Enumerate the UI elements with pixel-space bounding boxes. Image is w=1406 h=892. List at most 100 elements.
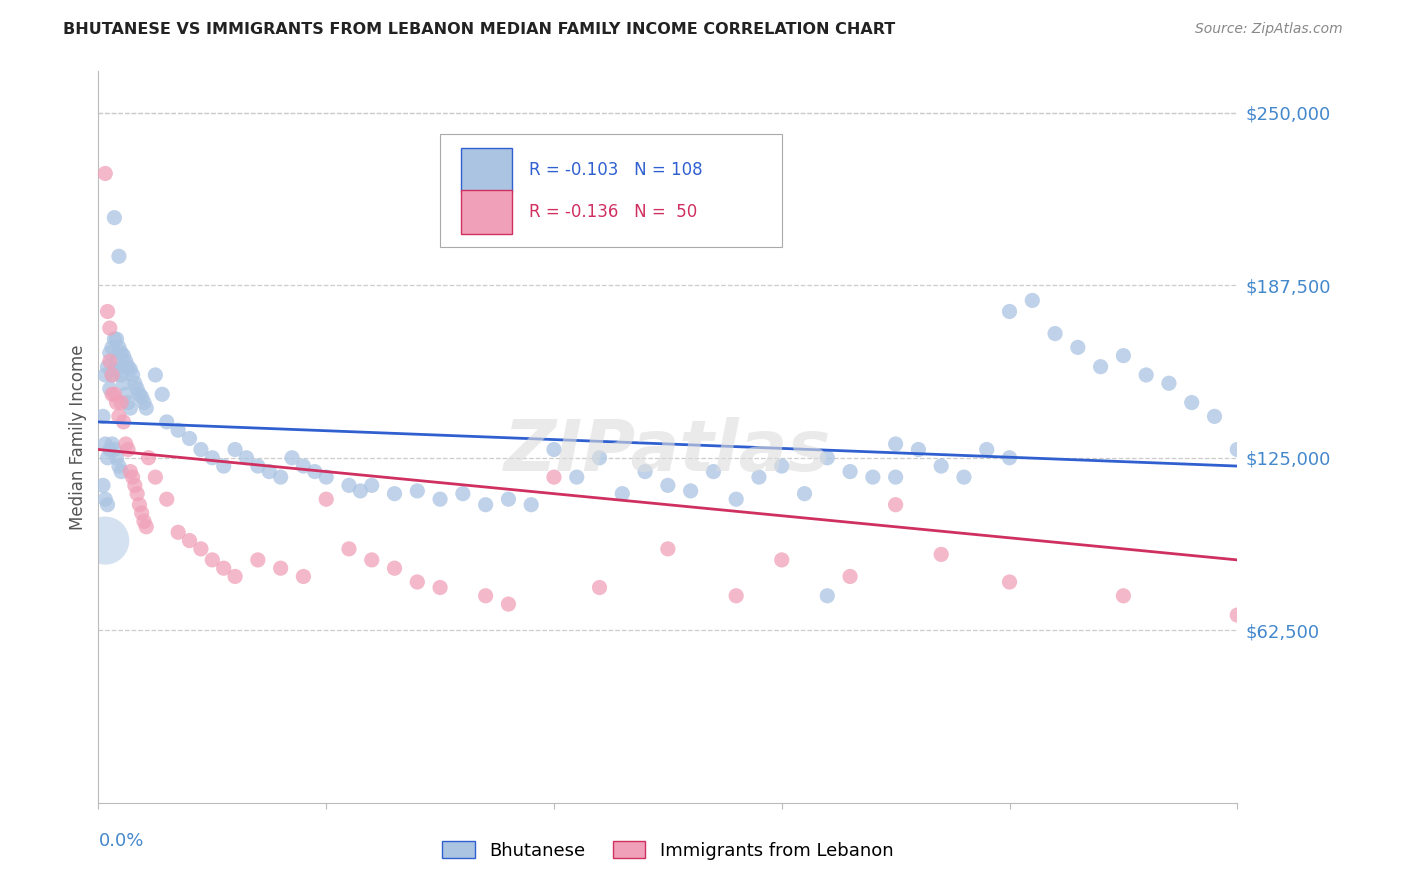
Point — [94, 533, 117, 548]
Point — [953, 470, 976, 484]
Point — [349, 483, 371, 498]
Point — [337, 541, 360, 556]
Point — [98, 346, 121, 360]
Point — [112, 349, 135, 363]
Point — [1135, 368, 1157, 382]
Point — [112, 376, 135, 391]
Point — [270, 561, 292, 575]
Point — [121, 368, 143, 382]
Point — [498, 597, 520, 611]
Point — [94, 166, 117, 180]
Point — [91, 409, 114, 424]
Point — [96, 450, 118, 465]
Point — [145, 470, 167, 484]
Point — [1112, 349, 1135, 363]
Point — [121, 470, 143, 484]
Point — [117, 359, 139, 374]
Point — [406, 574, 429, 589]
Point — [1226, 608, 1249, 623]
Bar — [461, 190, 512, 234]
Point — [114, 354, 136, 368]
Point — [96, 498, 118, 512]
Point — [235, 450, 257, 465]
Point — [862, 470, 884, 484]
Point — [543, 470, 565, 484]
Text: ZIPatlas: ZIPatlas — [505, 417, 831, 486]
Point — [105, 332, 128, 346]
Point — [120, 401, 142, 416]
Point — [114, 387, 136, 401]
Point — [679, 483, 702, 498]
Point — [292, 569, 315, 583]
Point — [201, 450, 224, 465]
Point — [117, 442, 139, 457]
Point — [292, 458, 315, 473]
Point — [108, 249, 131, 263]
Point — [451, 486, 474, 500]
Point — [110, 465, 132, 479]
Point — [156, 492, 179, 507]
Point — [103, 362, 125, 376]
Point — [103, 387, 125, 401]
Point — [384, 486, 406, 500]
Point — [128, 498, 150, 512]
Point — [128, 387, 150, 401]
Point — [315, 470, 337, 484]
Point — [120, 362, 142, 376]
Point — [120, 465, 142, 479]
Point — [884, 470, 907, 484]
Point — [474, 589, 496, 603]
Point — [179, 533, 201, 548]
Point — [167, 525, 190, 540]
Point — [884, 437, 907, 451]
Point — [520, 498, 543, 512]
Text: BHUTANESE VS IMMIGRANTS FROM LEBANON MEDIAN FAMILY INCOME CORRELATION CHART: BHUTANESE VS IMMIGRANTS FROM LEBANON MED… — [63, 22, 896, 37]
Point — [132, 395, 155, 409]
Point — [1090, 359, 1112, 374]
Point — [815, 589, 838, 603]
Point — [384, 561, 406, 575]
Point — [105, 450, 128, 465]
Point — [884, 498, 907, 512]
Point — [657, 478, 679, 492]
Point — [304, 465, 326, 479]
Point — [212, 561, 235, 575]
Point — [108, 458, 131, 473]
Point — [131, 390, 153, 404]
Point — [103, 211, 125, 225]
Point — [98, 442, 121, 457]
Point — [110, 395, 132, 409]
Point — [127, 486, 149, 500]
Point — [98, 321, 121, 335]
Point — [117, 395, 139, 409]
Point — [337, 478, 360, 492]
Point — [246, 458, 269, 473]
Point — [1021, 293, 1043, 308]
Point — [702, 465, 724, 479]
Point — [101, 387, 124, 401]
Point — [725, 589, 748, 603]
Point — [770, 553, 793, 567]
Point — [131, 506, 153, 520]
Point — [224, 442, 246, 457]
Point — [94, 437, 117, 451]
Point — [588, 450, 610, 465]
Point — [246, 553, 269, 567]
Point — [212, 458, 235, 473]
Point — [565, 470, 588, 484]
Point — [839, 465, 862, 479]
Point — [94, 368, 117, 382]
Point — [108, 409, 131, 424]
Point — [543, 442, 565, 457]
Legend: Bhutanese, Immigrants from Lebanon: Bhutanese, Immigrants from Lebanon — [436, 834, 900, 867]
Point — [150, 387, 173, 401]
FancyBboxPatch shape — [440, 134, 782, 247]
Point — [167, 423, 190, 437]
Point — [998, 574, 1021, 589]
Point — [98, 382, 121, 396]
Point — [127, 382, 149, 396]
Point — [770, 458, 793, 473]
Point — [976, 442, 998, 457]
Point — [145, 368, 167, 382]
Point — [748, 470, 770, 484]
